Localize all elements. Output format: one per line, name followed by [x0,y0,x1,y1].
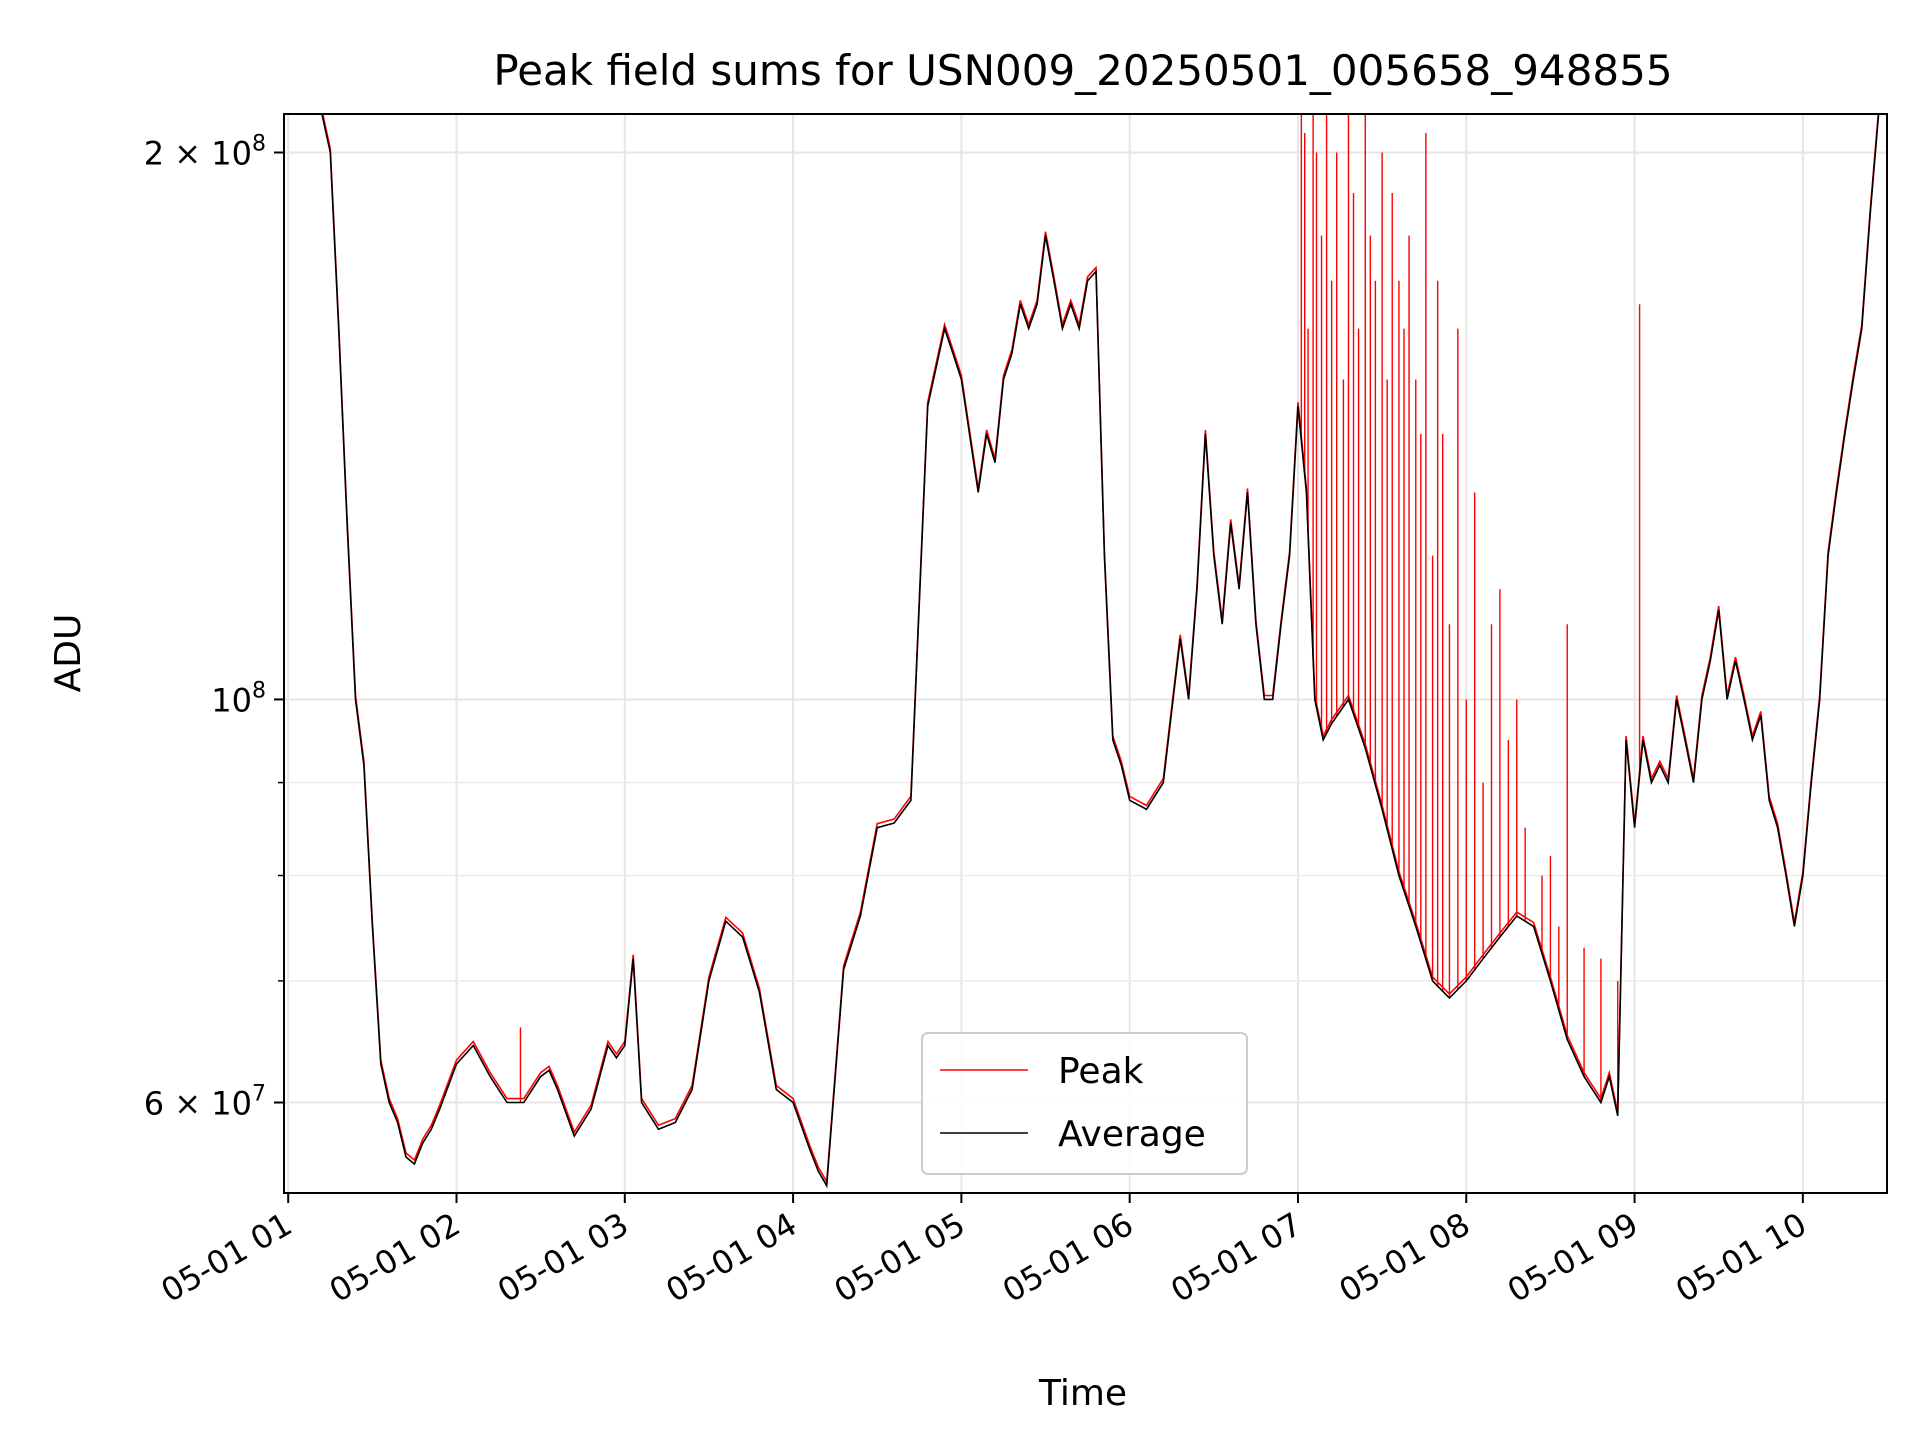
y-tick-label-2: 2 × 108 [144,131,266,172]
legend-label-average: Average [1058,1114,1206,1155]
y-axis-label: ADU [48,614,89,693]
y-axis: 6 × 107 108 2 × 108 [144,131,284,1123]
legend-frame [921,1032,1248,1175]
legend: Peak Average [921,1032,1248,1175]
plot-frame [283,113,1888,1194]
chart-title: Peak field sums for USN009_20250501_0056… [493,46,1672,95]
y-tick-label-1: 108 [211,678,266,719]
x-axis-label: Time [1038,1373,1127,1414]
series-group [284,114,1887,1189]
legend-label-peak: Peak [1058,1051,1144,1092]
series-average-line [284,114,1887,1189]
plot-area [284,114,1887,1189]
y-tick-label-0: 6 × 107 [144,1082,266,1123]
